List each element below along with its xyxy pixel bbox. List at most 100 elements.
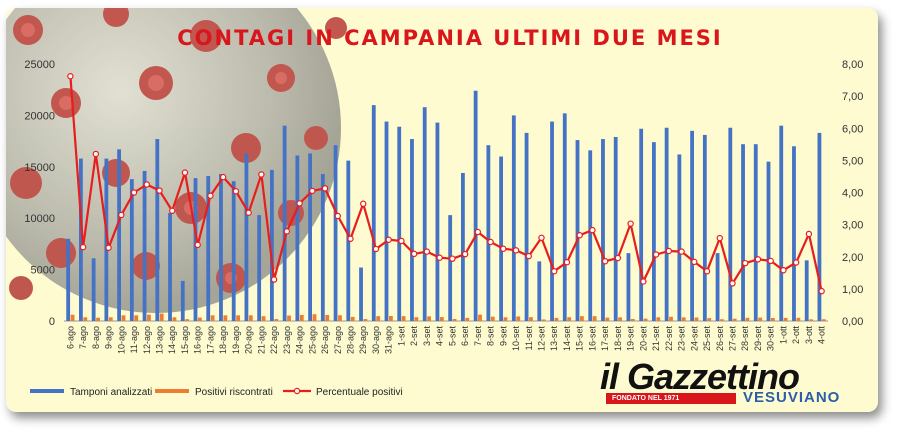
bar-positivi (681, 317, 686, 321)
y-right-tick-label: 3,00 (842, 220, 863, 232)
percent-point (474, 228, 482, 236)
x-tick-label: 9-set (498, 326, 508, 347)
bar-tamponi (359, 267, 363, 321)
bar-positivi (108, 317, 113, 321)
x-tick-label: 6-ago (65, 326, 75, 349)
x-tick-label: 25-ago (307, 326, 317, 354)
bar-positivi (707, 318, 712, 321)
x-axis-labels: 6-ago 7-ago 8-ago 9-ago 10-ago 11-ago 12-ago 13… (65, 326, 826, 355)
y-right-tick-label: 2,00 (842, 252, 863, 264)
percent-point (487, 238, 494, 246)
bar-tamponi (371, 105, 376, 322)
bar-tamponi (91, 258, 96, 321)
percent-point (563, 259, 571, 266)
bar-tamponi (282, 125, 287, 322)
percent-point (67, 73, 74, 80)
x-tick-label: 31-ago (384, 326, 394, 354)
x-tick-label: 8-ago (91, 326, 101, 349)
bar-positivi (796, 317, 801, 321)
bar-positivi (809, 319, 813, 321)
bar-tamponi (461, 172, 465, 321)
percent-point (423, 248, 431, 255)
x-tick-label: 10-ago (116, 326, 126, 354)
bar-tamponi (333, 145, 338, 321)
y-left-tick-label: 10000 (24, 213, 55, 225)
bar-positivi (376, 316, 381, 321)
x-tick-label: 19-set (626, 326, 636, 352)
bar-positivi (821, 319, 826, 321)
x-tick-label: 7-set (473, 326, 483, 347)
percent-point (716, 234, 723, 242)
percent-point (245, 209, 252, 216)
bar-positivi (363, 319, 368, 321)
x-tick-label: 27-ago (333, 326, 343, 354)
bar-positivi (529, 317, 533, 321)
logo-wordmark: il Gazzettino (600, 356, 800, 397)
x-tick-label: 22-set (664, 326, 674, 352)
x-tick-label: 30-ago (371, 326, 381, 354)
bar-positivi (783, 317, 788, 321)
x-tick-label: 1-set (396, 326, 406, 347)
x-tick-label: 28-set (740, 326, 750, 352)
bar-tamponi (66, 238, 71, 321)
bar-tamponi (652, 142, 656, 321)
percent-point (614, 254, 622, 262)
bar-tamponi (562, 113, 567, 322)
bar-tamponi (626, 253, 631, 321)
y-left-tick-label: 15000 (24, 162, 55, 174)
percent-point (398, 237, 405, 245)
percent-point (601, 258, 609, 265)
bar-tamponi (104, 158, 109, 321)
bar-tamponi (588, 150, 593, 321)
bar-positivi (338, 315, 342, 321)
bar-tamponi (129, 179, 134, 321)
x-tick-label: 11-set (524, 326, 534, 351)
right-axis: 0,00 1,00 2,00 3,00 4,00 5,00 6,00 7,00 8,00 (842, 59, 863, 328)
bar-tamponi (537, 261, 542, 321)
bar-tamponi (384, 121, 389, 322)
x-tick-label: 30-set (766, 326, 776, 352)
percent-point (194, 241, 201, 249)
bar-tamponi (244, 153, 249, 321)
percent-point (143, 181, 150, 188)
bar-tamponi (270, 169, 274, 321)
bar-positivi (70, 314, 75, 321)
x-tick-label: 29-ago (358, 326, 368, 354)
percent-point (169, 207, 176, 215)
bar-positivi (427, 316, 431, 321)
percent-point (627, 220, 634, 227)
bar-tamponi (168, 213, 172, 321)
chart-title: CONTAGI IN CAMPANIA ULTIMI DUE MESI (177, 26, 723, 50)
legend-marker (293, 387, 301, 395)
x-tick-label: 20-ago (244, 326, 254, 354)
bar-positivi (630, 318, 635, 321)
bar-series (66, 90, 826, 322)
x-tick-label: 17-ago (205, 326, 215, 354)
bar-positivi (121, 315, 126, 321)
bar-positivi (541, 319, 546, 321)
bar-tamponi (499, 156, 503, 321)
percent-point (130, 189, 138, 196)
x-tick-label: 24-set (689, 326, 699, 352)
percent-point (818, 287, 825, 295)
percent-point (283, 228, 291, 235)
percent-point (181, 169, 189, 176)
y-right-tick-label: 8,00 (842, 59, 863, 71)
y-right-tick-label: 1,00 (842, 284, 863, 296)
x-tick-label: 4-set (435, 326, 445, 347)
legend-swatch (155, 389, 189, 393)
y-right-tick-label: 4,00 (842, 188, 863, 200)
y-right-tick-label: 7,00 (842, 91, 863, 103)
x-tick-label: 29-set (753, 326, 763, 352)
bar-tamponi (804, 260, 809, 321)
percent-point (118, 211, 125, 219)
percent-point (703, 268, 711, 275)
bar-positivi (592, 316, 597, 321)
x-tick-label: 11-ago (129, 326, 139, 353)
percent-point (461, 250, 469, 258)
percent-point (156, 187, 163, 194)
bar-positivi (159, 313, 164, 321)
bar-positivi (83, 317, 88, 321)
bar-tamponi (142, 170, 147, 321)
